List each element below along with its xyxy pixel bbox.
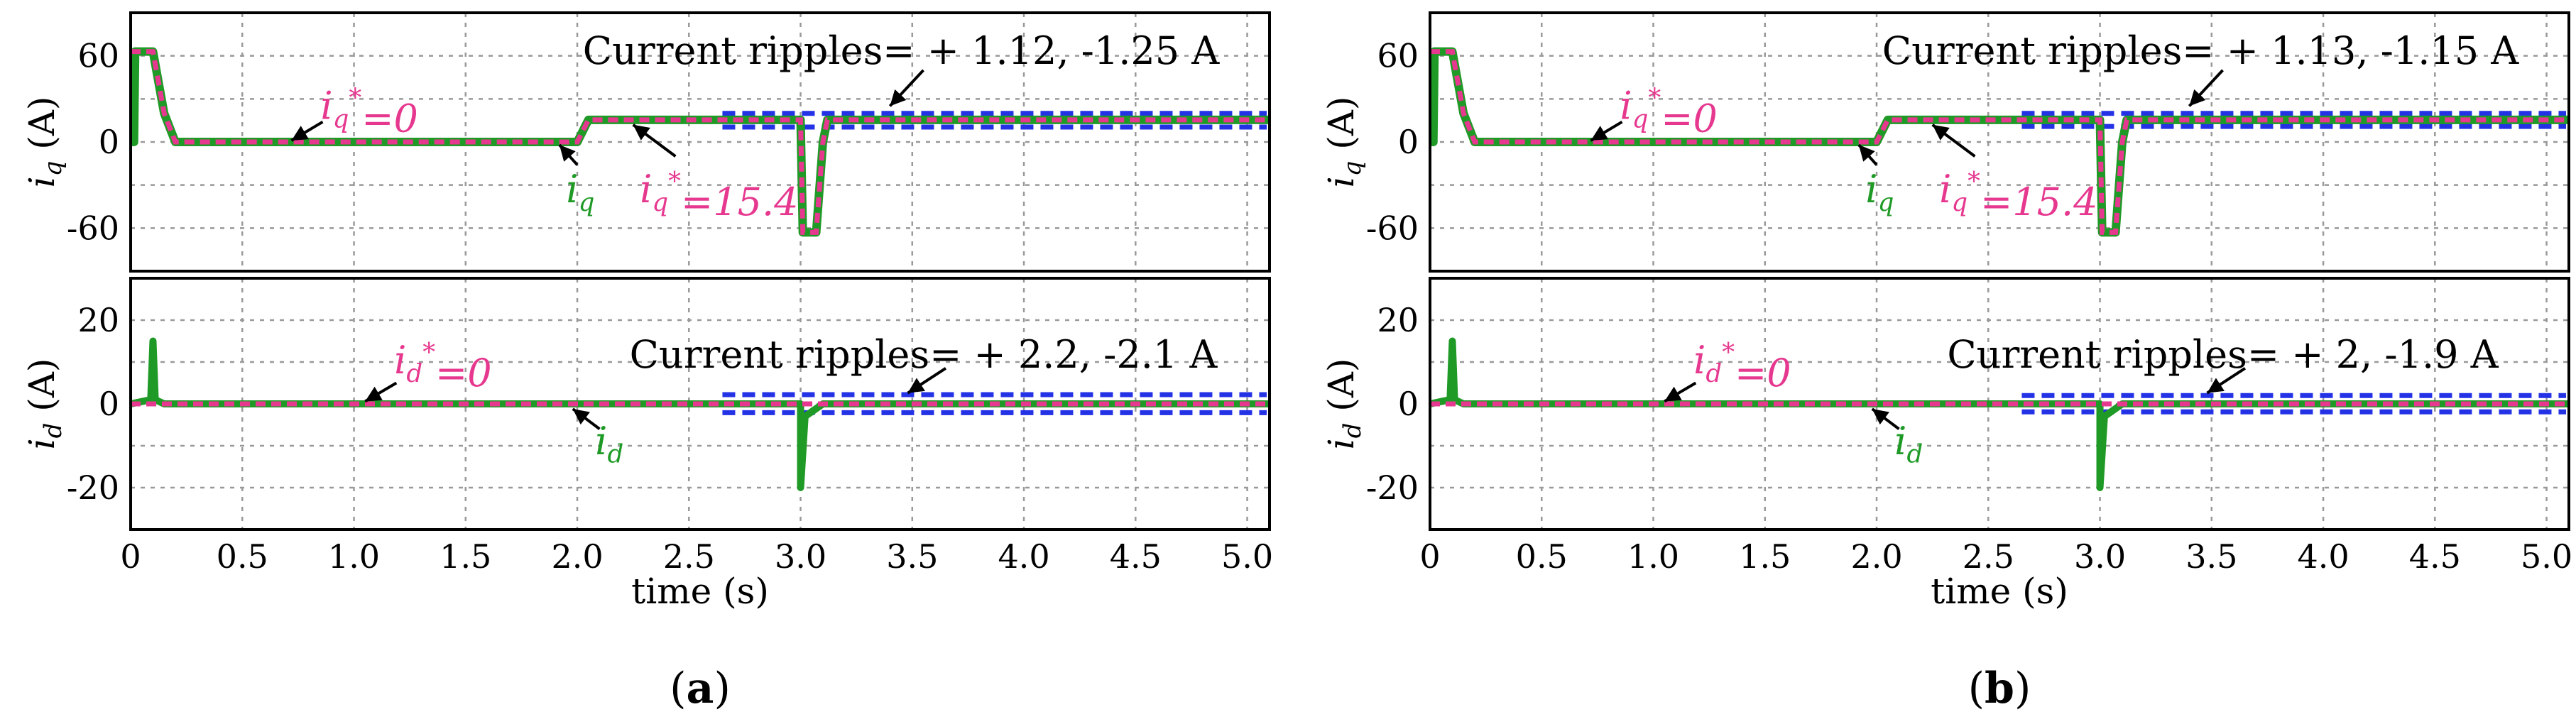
y-tick-label: 20 (1377, 301, 1419, 339)
y-axis-label: id (A) (1321, 358, 1367, 450)
arrow-iq-ref-zero-head (1590, 126, 1608, 141)
x-tick-label: 5.0 (2521, 537, 2572, 576)
x-tick-label: 2.0 (551, 537, 603, 576)
arrow-iq-ripple-head (890, 89, 907, 106)
x-tick-label: 2.5 (1963, 537, 2014, 576)
annotation-id-ref-zero: id*=0 (394, 338, 492, 395)
x-tick-label: 4.5 (2409, 537, 2461, 576)
arrow-id-measured-head (1872, 409, 1889, 425)
plot-frame (129, 11, 1271, 273)
annotation-iq-ref-step: iq*=15.4 (1939, 167, 2097, 224)
annotation-id-ripple: Current ripples= + 2, -1.9 A (1947, 332, 2499, 377)
annotation-id-measured: id (595, 419, 623, 469)
y-tick-label: 0 (1398, 385, 1419, 423)
y-tick-label: -60 (1366, 209, 1419, 247)
annotation-id-ripple: Current ripples= + 2.2, -2.1 A (630, 332, 1218, 377)
annotation-id-ref-zero: id*=0 (1693, 338, 1791, 395)
axes-q: 60 0 -60 iq (A) iq*=0 iq iq*=15.4 Current rippl… (1321, 11, 2570, 273)
x-tick-label: 3.0 (2074, 537, 2126, 576)
arrow-id-ripple-head (2207, 378, 2225, 393)
annotation-iq-ripple: Current ripples= + 1.13, -1.15 A (1882, 28, 2520, 73)
plot-frame (129, 277, 1271, 531)
x-tick-label: 3.5 (886, 537, 938, 576)
y-tick-label: 0 (1398, 123, 1419, 161)
annotation-iq-ref-zero: iq*=0 (320, 84, 418, 141)
arrow-iq-measured-head (1858, 145, 1875, 162)
annotation-iq-measured: iq (566, 167, 594, 217)
annotation-iq-ref-zero: iq*=0 (1620, 84, 1718, 141)
x-axis-label: time (s) (631, 571, 769, 612)
plot-frame (1429, 11, 2570, 273)
arrow-id-measured-head (572, 409, 590, 425)
arrow-iq-ref-step-head (1932, 124, 1950, 141)
annotation-iq-ref-step: iq*=15.4 (640, 167, 798, 224)
x-tick-label: 4.0 (2297, 537, 2349, 576)
x-tick-label: 5.0 (1221, 537, 1273, 576)
arrow-id-ref-zero-head (1664, 386, 1682, 402)
x-tick-label: 1.5 (440, 537, 491, 576)
y-tick-label: -20 (1366, 468, 1419, 507)
y-tick-label: 60 (77, 37, 119, 75)
y-axis-label: iq (A) (21, 97, 67, 188)
panel-b: 60 0 -60 iq (A) iq*=0 iq iq*=15.4 Current rippl… (1321, 11, 2572, 713)
series-q-ref (131, 49, 1270, 235)
x-tick-label: 2.0 (1850, 537, 1902, 576)
x-tick-label: 0.5 (217, 537, 268, 576)
arrow-iq-ref-zero-head (291, 126, 309, 141)
annotation-iq-measured: iq (1865, 167, 1894, 217)
y-tick-label: 0 (99, 385, 119, 423)
x-tick-label: 3.0 (775, 537, 826, 576)
y-tick-label: 0 (99, 123, 119, 161)
series-q-ref (1430, 49, 2569, 235)
x-tick-label: 0.5 (1516, 537, 1568, 576)
panel-label: (a) (670, 664, 731, 713)
arrow-iq-ripple-head (2189, 89, 2206, 106)
x-axis-label: time (s) (1931, 571, 2068, 612)
y-tick-label: 60 (1377, 37, 1419, 75)
y-tick-label: 20 (77, 301, 119, 339)
x-tick-label: 1.0 (328, 537, 380, 576)
y-tick-label: -60 (67, 209, 119, 247)
y-tick-label: -20 (67, 468, 119, 507)
y-axis-label: iq (A) (1321, 97, 1367, 188)
x-tick-label: 0 (1419, 537, 1440, 576)
x-tick-label: 4.0 (998, 537, 1049, 576)
arrow-id-ref-zero-head (365, 386, 383, 402)
panel-label: (b) (1968, 664, 2031, 713)
x-tick-label: 1.5 (1739, 537, 1791, 576)
x-tick-label: 1.0 (1627, 537, 1679, 576)
y-axis-label: id (A) (21, 358, 67, 450)
plot-frame (1429, 277, 2570, 531)
arrow-iq-measured-head (559, 145, 576, 162)
arrow-iq-ref-step-head (633, 124, 650, 141)
annotation-iq-ripple: Current ripples= + 1.12, -1.25 A (583, 28, 1221, 73)
x-tick-label: 0 (120, 537, 141, 576)
x-tick-label: 3.5 (2185, 537, 2237, 576)
x-tick-label: 4.5 (1110, 537, 1162, 576)
annotation-id-measured: id (1894, 419, 1923, 469)
x-tick-label: 2.5 (663, 537, 715, 576)
arrow-id-ripple-head (907, 378, 925, 393)
